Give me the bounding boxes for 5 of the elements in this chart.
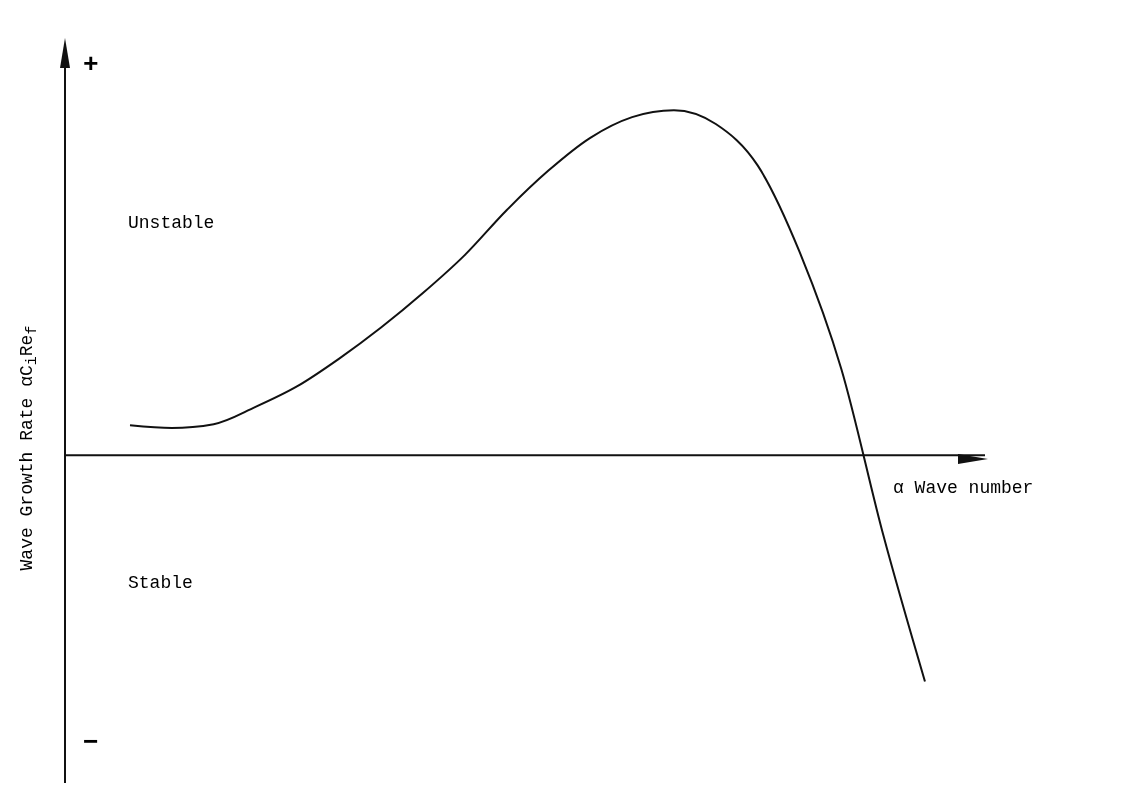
annotation: Stable bbox=[128, 573, 193, 593]
text: + bbox=[83, 50, 99, 80]
x-axis-title: α Wave number bbox=[893, 478, 1034, 498]
annotation: Unstable bbox=[128, 213, 215, 233]
text: − bbox=[83, 728, 99, 758]
